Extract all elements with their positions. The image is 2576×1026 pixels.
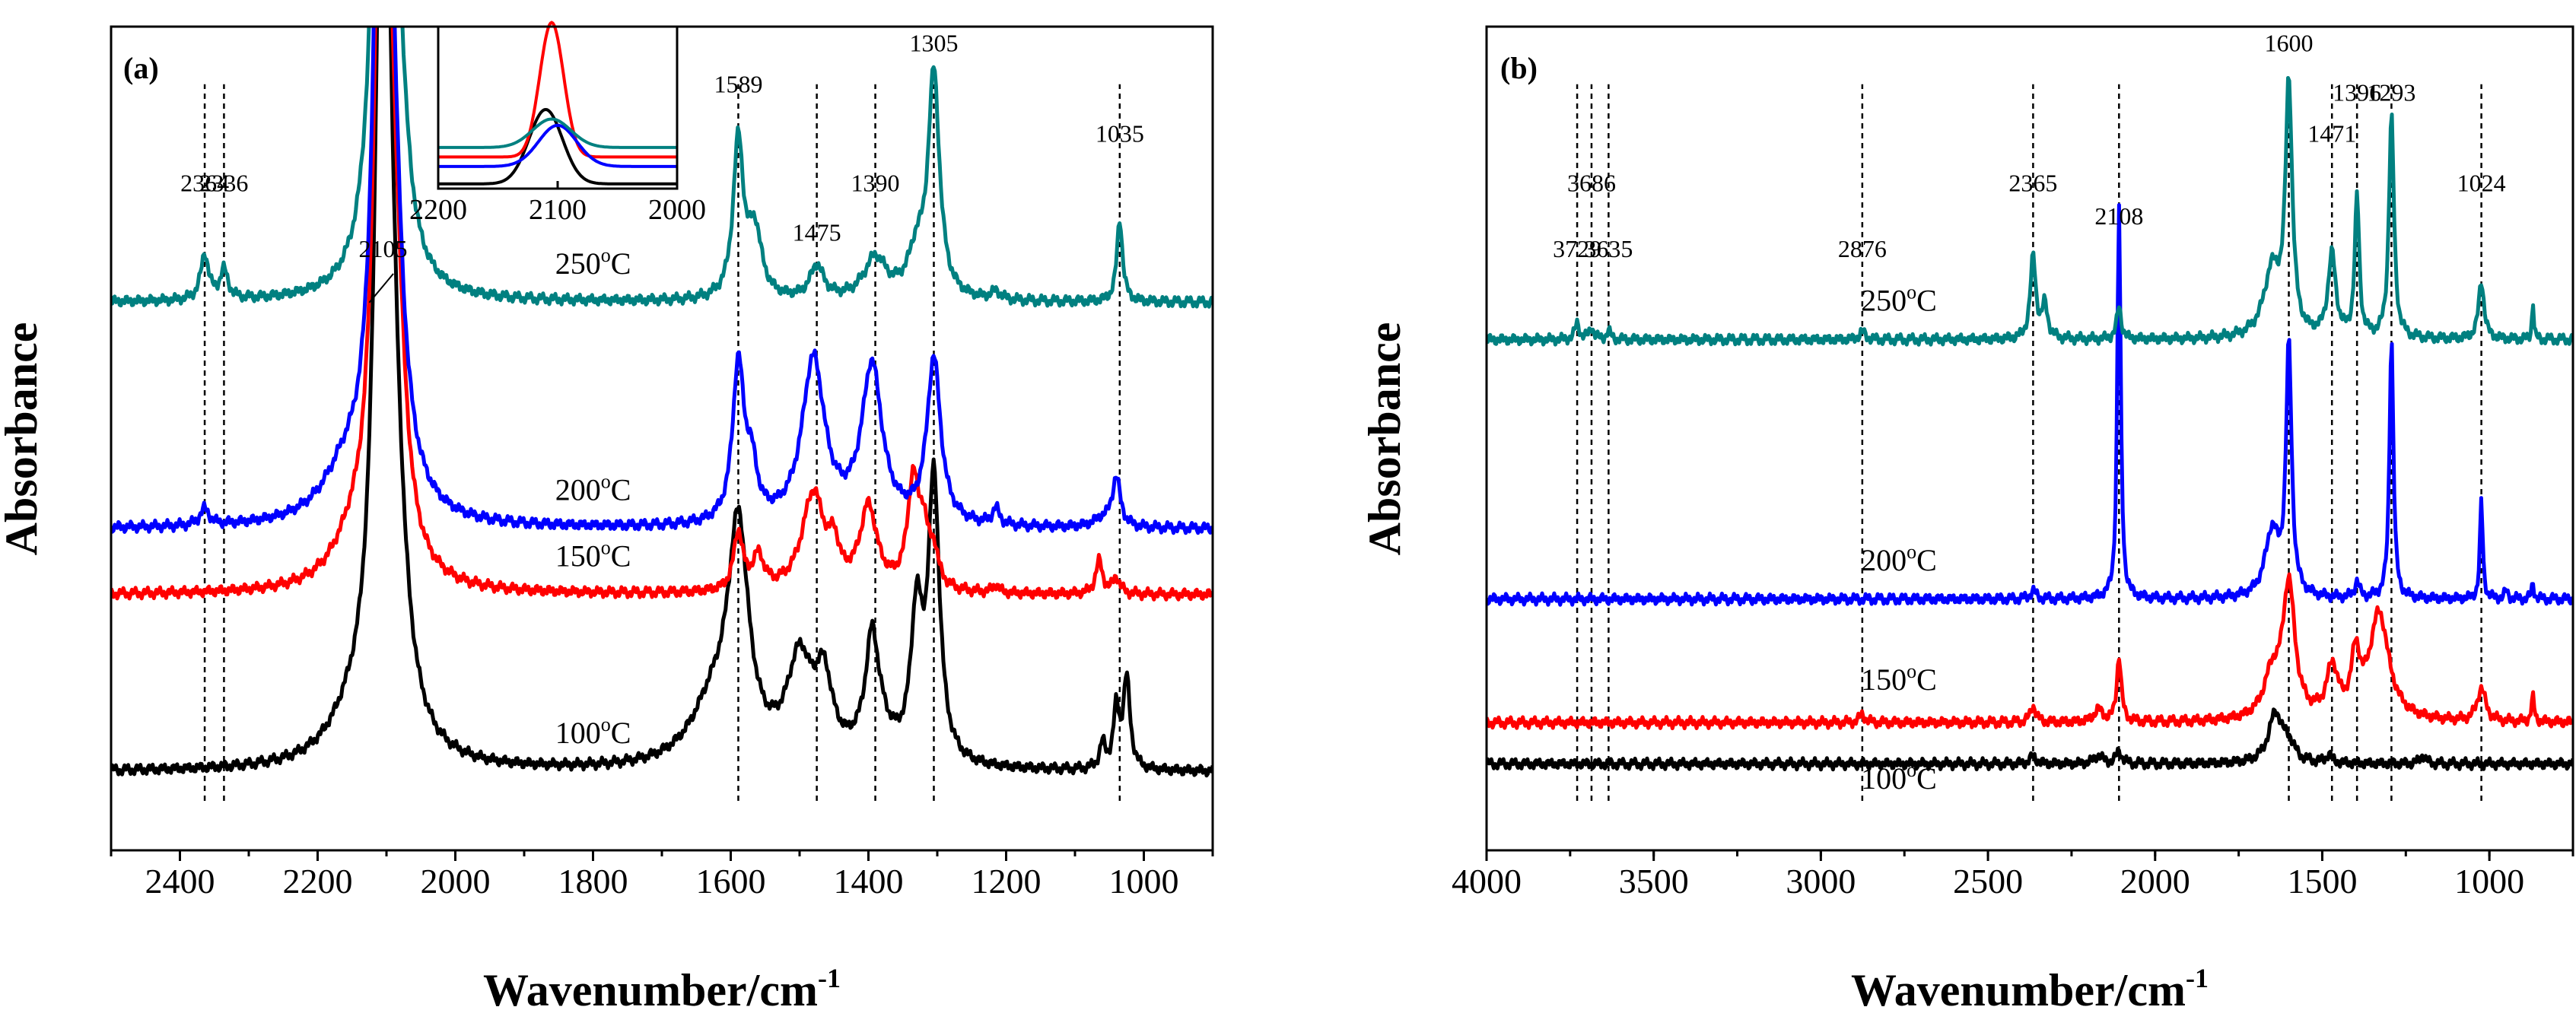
series-label-unit: C — [1916, 761, 1937, 796]
series-label-200oC: 200oC — [555, 471, 631, 507]
peak-label-1471: 1471 — [2307, 120, 2356, 148]
x-axis-label: Wavenumber/cm-1 — [483, 963, 841, 1015]
series-label-degree: o — [601, 713, 611, 735]
x-tick-label: 2400 — [145, 862, 215, 901]
series-label-value: 250 — [555, 246, 601, 281]
series-label-value: 200 — [1861, 543, 1907, 577]
inset-series-3 — [438, 117, 677, 149]
series-label-100oC: 100oC — [555, 713, 631, 750]
series-label-value: 150 — [1861, 662, 1907, 697]
peak-label-1035: 1035 — [1096, 120, 1144, 148]
peak-label-3729: 3729 — [1553, 235, 1601, 262]
inset-x-tick-label: 2000 — [648, 194, 706, 226]
peak-label-2105: 2105 — [358, 235, 407, 262]
series-label-150oC: 150oC — [555, 536, 631, 573]
series-150oC — [1487, 572, 2573, 731]
x-axis-label-text: Wavenumber/cm — [1851, 965, 2186, 1015]
x-tick-label: 3500 — [1619, 862, 1689, 901]
panel-tag: (a) — [123, 51, 159, 85]
inset-x-tick-label: 2100 — [529, 194, 587, 226]
inset-background — [438, 27, 677, 189]
inset-series-2 — [438, 123, 677, 168]
series-label-150oC: 150oC — [1861, 660, 1937, 697]
peak-label-2336: 2336 — [199, 170, 248, 197]
series-150oC — [111, 27, 1213, 602]
x-tick-label: 1600 — [696, 862, 766, 901]
peak-label-2108: 2108 — [2094, 202, 2143, 230]
peak-label-1390: 1390 — [851, 170, 900, 197]
series-group — [1487, 76, 2573, 772]
x-tick-label: 1500 — [2287, 862, 2357, 901]
y-axis-label: Absorbance — [0, 322, 46, 556]
x-tick-label: 2500 — [1953, 862, 2023, 901]
series-label-degree: o — [1907, 541, 1916, 563]
series-label-250oC: 250oC — [1861, 281, 1937, 318]
leader-line-2105 — [368, 273, 394, 303]
series-label-value: 100 — [555, 716, 601, 750]
x-tick-label: 4000 — [1452, 862, 1522, 901]
series-label-unit: C — [1916, 543, 1937, 577]
panel-tag: (b) — [1500, 51, 1538, 85]
peak-label-2876: 2876 — [1838, 235, 1887, 262]
peak-label-1600: 1600 — [2265, 29, 2314, 56]
series-100oC — [1487, 707, 2573, 772]
peak-label-2365: 2365 — [2008, 170, 2057, 197]
peak-label-3686: 3686 — [1567, 170, 1616, 197]
series-200oC — [111, 27, 1213, 535]
x-tick-label: 2000 — [421, 862, 491, 901]
x-tick-label: 1400 — [834, 862, 904, 901]
series-label-unit: C — [1916, 662, 1937, 697]
series-label-degree: o — [1907, 281, 1916, 303]
x-tick-label: 1800 — [558, 862, 628, 901]
x-axis-label: Wavenumber/cm-1 — [1851, 963, 2209, 1015]
series-label-degree: o — [601, 536, 611, 558]
series-label-value: 150 — [555, 538, 601, 573]
peak-label-1589: 1589 — [714, 71, 762, 98]
series-label-200oC: 200oC — [1861, 541, 1937, 577]
series-100oC — [111, 27, 1213, 778]
series-group — [111, 27, 1213, 778]
x-tick-label: 2000 — [2120, 862, 2190, 901]
series-label-degree: o — [1907, 759, 1916, 781]
peak-label-1305: 1305 — [909, 29, 958, 56]
x-axis-label-exponent: -1 — [2186, 963, 2209, 993]
series-label-unit: C — [611, 538, 631, 573]
series-label-unit: C — [611, 716, 631, 750]
peak-label-1293: 1293 — [2367, 78, 2415, 106]
series-label-value: 100 — [1861, 761, 1907, 796]
series-label-100oC: 100oC — [1861, 759, 1937, 796]
inset-series-1 — [438, 21, 677, 159]
series-label-degree: o — [601, 244, 611, 266]
series-200oC — [1487, 203, 2573, 607]
x-tick-label: 1000 — [2454, 862, 2524, 901]
series-label-value: 200 — [555, 473, 601, 507]
peak-label-1396: 1396 — [2333, 78, 2381, 106]
inset: 2200 2100 2000 — [409, 21, 706, 226]
peak-label-2364: 2364 — [180, 170, 229, 197]
peak-label-1475: 1475 — [793, 219, 841, 246]
panel-a: 100oC150oC200oC250oC23642336210515891475… — [0, 21, 1214, 1015]
x-tick-label: 3000 — [1786, 862, 1856, 901]
x-tick-label: 1200 — [972, 862, 1042, 901]
peak-label-1024: 1024 — [2457, 170, 2506, 197]
plot-frame — [1485, 25, 2574, 852]
inset-x-tick-label: 2200 — [409, 194, 467, 226]
series-label-degree: o — [1907, 660, 1916, 682]
x-axis-label-text: Wavenumber/cm — [483, 965, 818, 1015]
series-label-250oC: 250oC — [555, 244, 631, 281]
x-tick-label: 1000 — [1109, 862, 1179, 901]
peak-label-3635: 3635 — [1584, 235, 1633, 262]
x-tick-label: 2200 — [283, 862, 353, 901]
series-250oC — [1487, 76, 2573, 347]
y-axis-label: Absorbance — [1360, 322, 1410, 556]
series-label-degree: o — [601, 471, 611, 493]
x-axis-label-exponent: -1 — [818, 963, 841, 993]
series-label-unit: C — [611, 246, 631, 281]
series-label-unit: C — [1916, 284, 1937, 318]
series-label-value: 250 — [1861, 284, 1907, 318]
series-label-unit: C — [611, 473, 631, 507]
series-250oC — [111, 27, 1213, 309]
